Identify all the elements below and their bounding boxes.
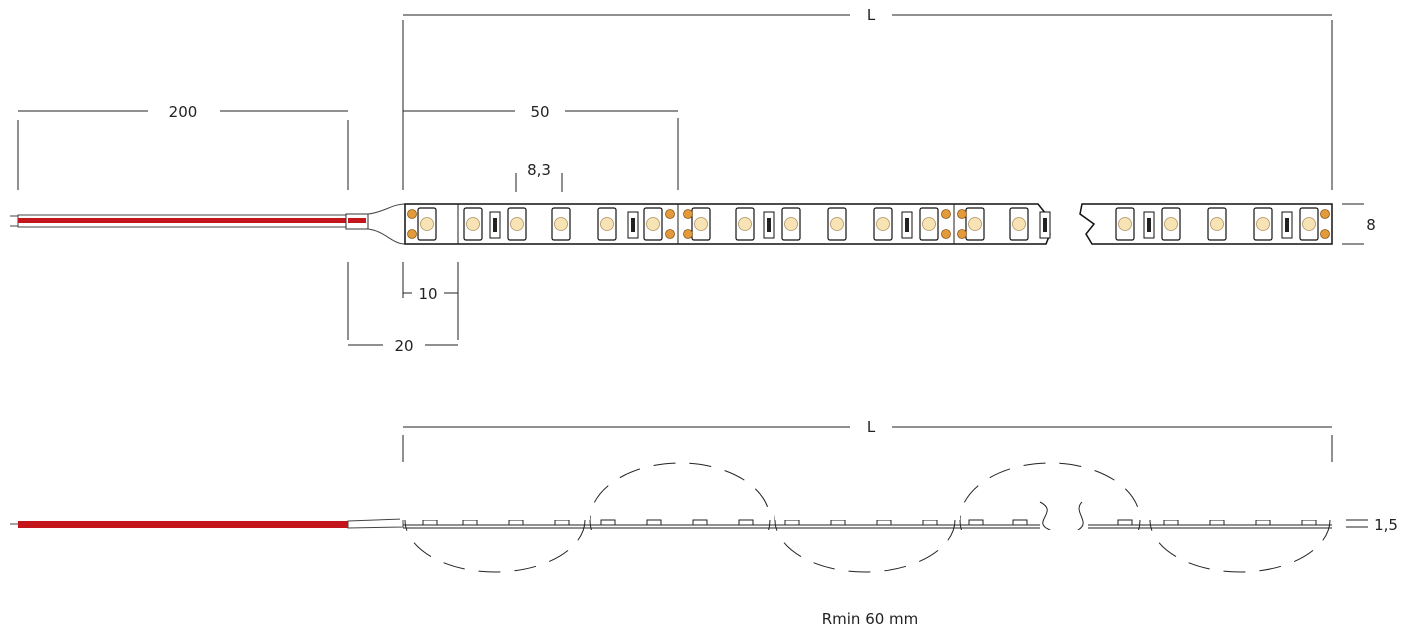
solder-pads: [1320, 209, 1330, 239]
led-chip: [1161, 207, 1181, 241]
resistor: [1143, 211, 1155, 239]
side-led-array: [422, 519, 1317, 526]
led-chip: [463, 207, 483, 241]
dimension-led-pitch-label: 8,3: [527, 161, 551, 179]
dimension-connector-20-label: 20: [394, 337, 413, 355]
resistor: [763, 211, 775, 239]
led-chip: [965, 207, 985, 241]
dimension-width-label: 8: [1366, 216, 1376, 234]
side-led: [738, 519, 754, 526]
resistor: [901, 211, 913, 239]
dimension-cut-unit: 50: [403, 103, 679, 190]
led-chip: [1253, 207, 1273, 241]
side-led: [1255, 519, 1271, 526]
led-chip: [691, 207, 711, 241]
dimension-cable-length: 200: [17, 103, 349, 190]
red-wire: [18, 218, 348, 223]
led-array: [407, 207, 1330, 241]
side-led: [1117, 519, 1133, 526]
dimension-thickness-label: 1,5: [1374, 516, 1398, 534]
led-chip: [551, 207, 571, 241]
pcb-strip-top: [404, 203, 1333, 245]
side-led: [922, 519, 938, 526]
side-led: [1163, 519, 1179, 526]
side-led: [508, 519, 524, 526]
solder-pads: [941, 209, 951, 239]
led-chip: [1115, 207, 1135, 241]
side-led: [1012, 519, 1028, 526]
dimension-length-top-label: L: [867, 6, 876, 24]
led-chip: [1299, 207, 1319, 241]
side-led: [692, 519, 708, 526]
solder-pads: [683, 209, 693, 239]
side-led: [600, 519, 616, 526]
led-chip: [417, 207, 437, 241]
cable-top: [10, 203, 406, 245]
side-led: [462, 519, 478, 526]
side-led: [1301, 519, 1317, 526]
dimension-thickness: 1,5: [1346, 516, 1398, 534]
dimension-connector-20: 20: [347, 262, 458, 355]
resistor: [627, 211, 639, 239]
dimension-length-top: L: [402, 6, 1333, 190]
led-chip: [919, 207, 939, 241]
led-chip: [643, 207, 663, 241]
dimension-connector-10: 10: [402, 262, 459, 340]
side-led: [830, 519, 846, 526]
resistor: [1281, 211, 1293, 239]
resistor: [489, 211, 501, 239]
solder-pads: [665, 209, 675, 239]
led-chip: [781, 207, 801, 241]
side-led: [646, 519, 662, 526]
side-led: [422, 519, 438, 526]
dimension-length-side-label: L: [867, 418, 876, 436]
dimension-cable-length-label: 200: [169, 103, 198, 121]
led-chip: [1009, 207, 1029, 241]
side-led: [1209, 519, 1225, 526]
solder-pads: [407, 209, 417, 239]
min-bend-radius-note: Rmin 60 mm: [822, 610, 919, 628]
led-chip: [1207, 207, 1227, 241]
led-chip: [827, 207, 847, 241]
dimension-cut-unit-label: 50: [530, 103, 549, 121]
side-led: [876, 519, 892, 526]
side-led: [554, 519, 570, 526]
side-led: [784, 519, 800, 526]
side-led: [968, 519, 984, 526]
dimension-width: 8: [1342, 203, 1376, 245]
dimension-connector-10-label: 10: [418, 285, 437, 303]
solder-pads: [957, 209, 967, 239]
dimension-led-pitch: 8,3: [515, 161, 563, 192]
led-chip: [507, 207, 527, 241]
resistor: [1039, 211, 1051, 239]
cable-side: [10, 518, 404, 529]
led-chip: [873, 207, 893, 241]
bend-radius-illustration: [400, 462, 1335, 585]
led-chip: [735, 207, 755, 241]
led-chip: [597, 207, 617, 241]
